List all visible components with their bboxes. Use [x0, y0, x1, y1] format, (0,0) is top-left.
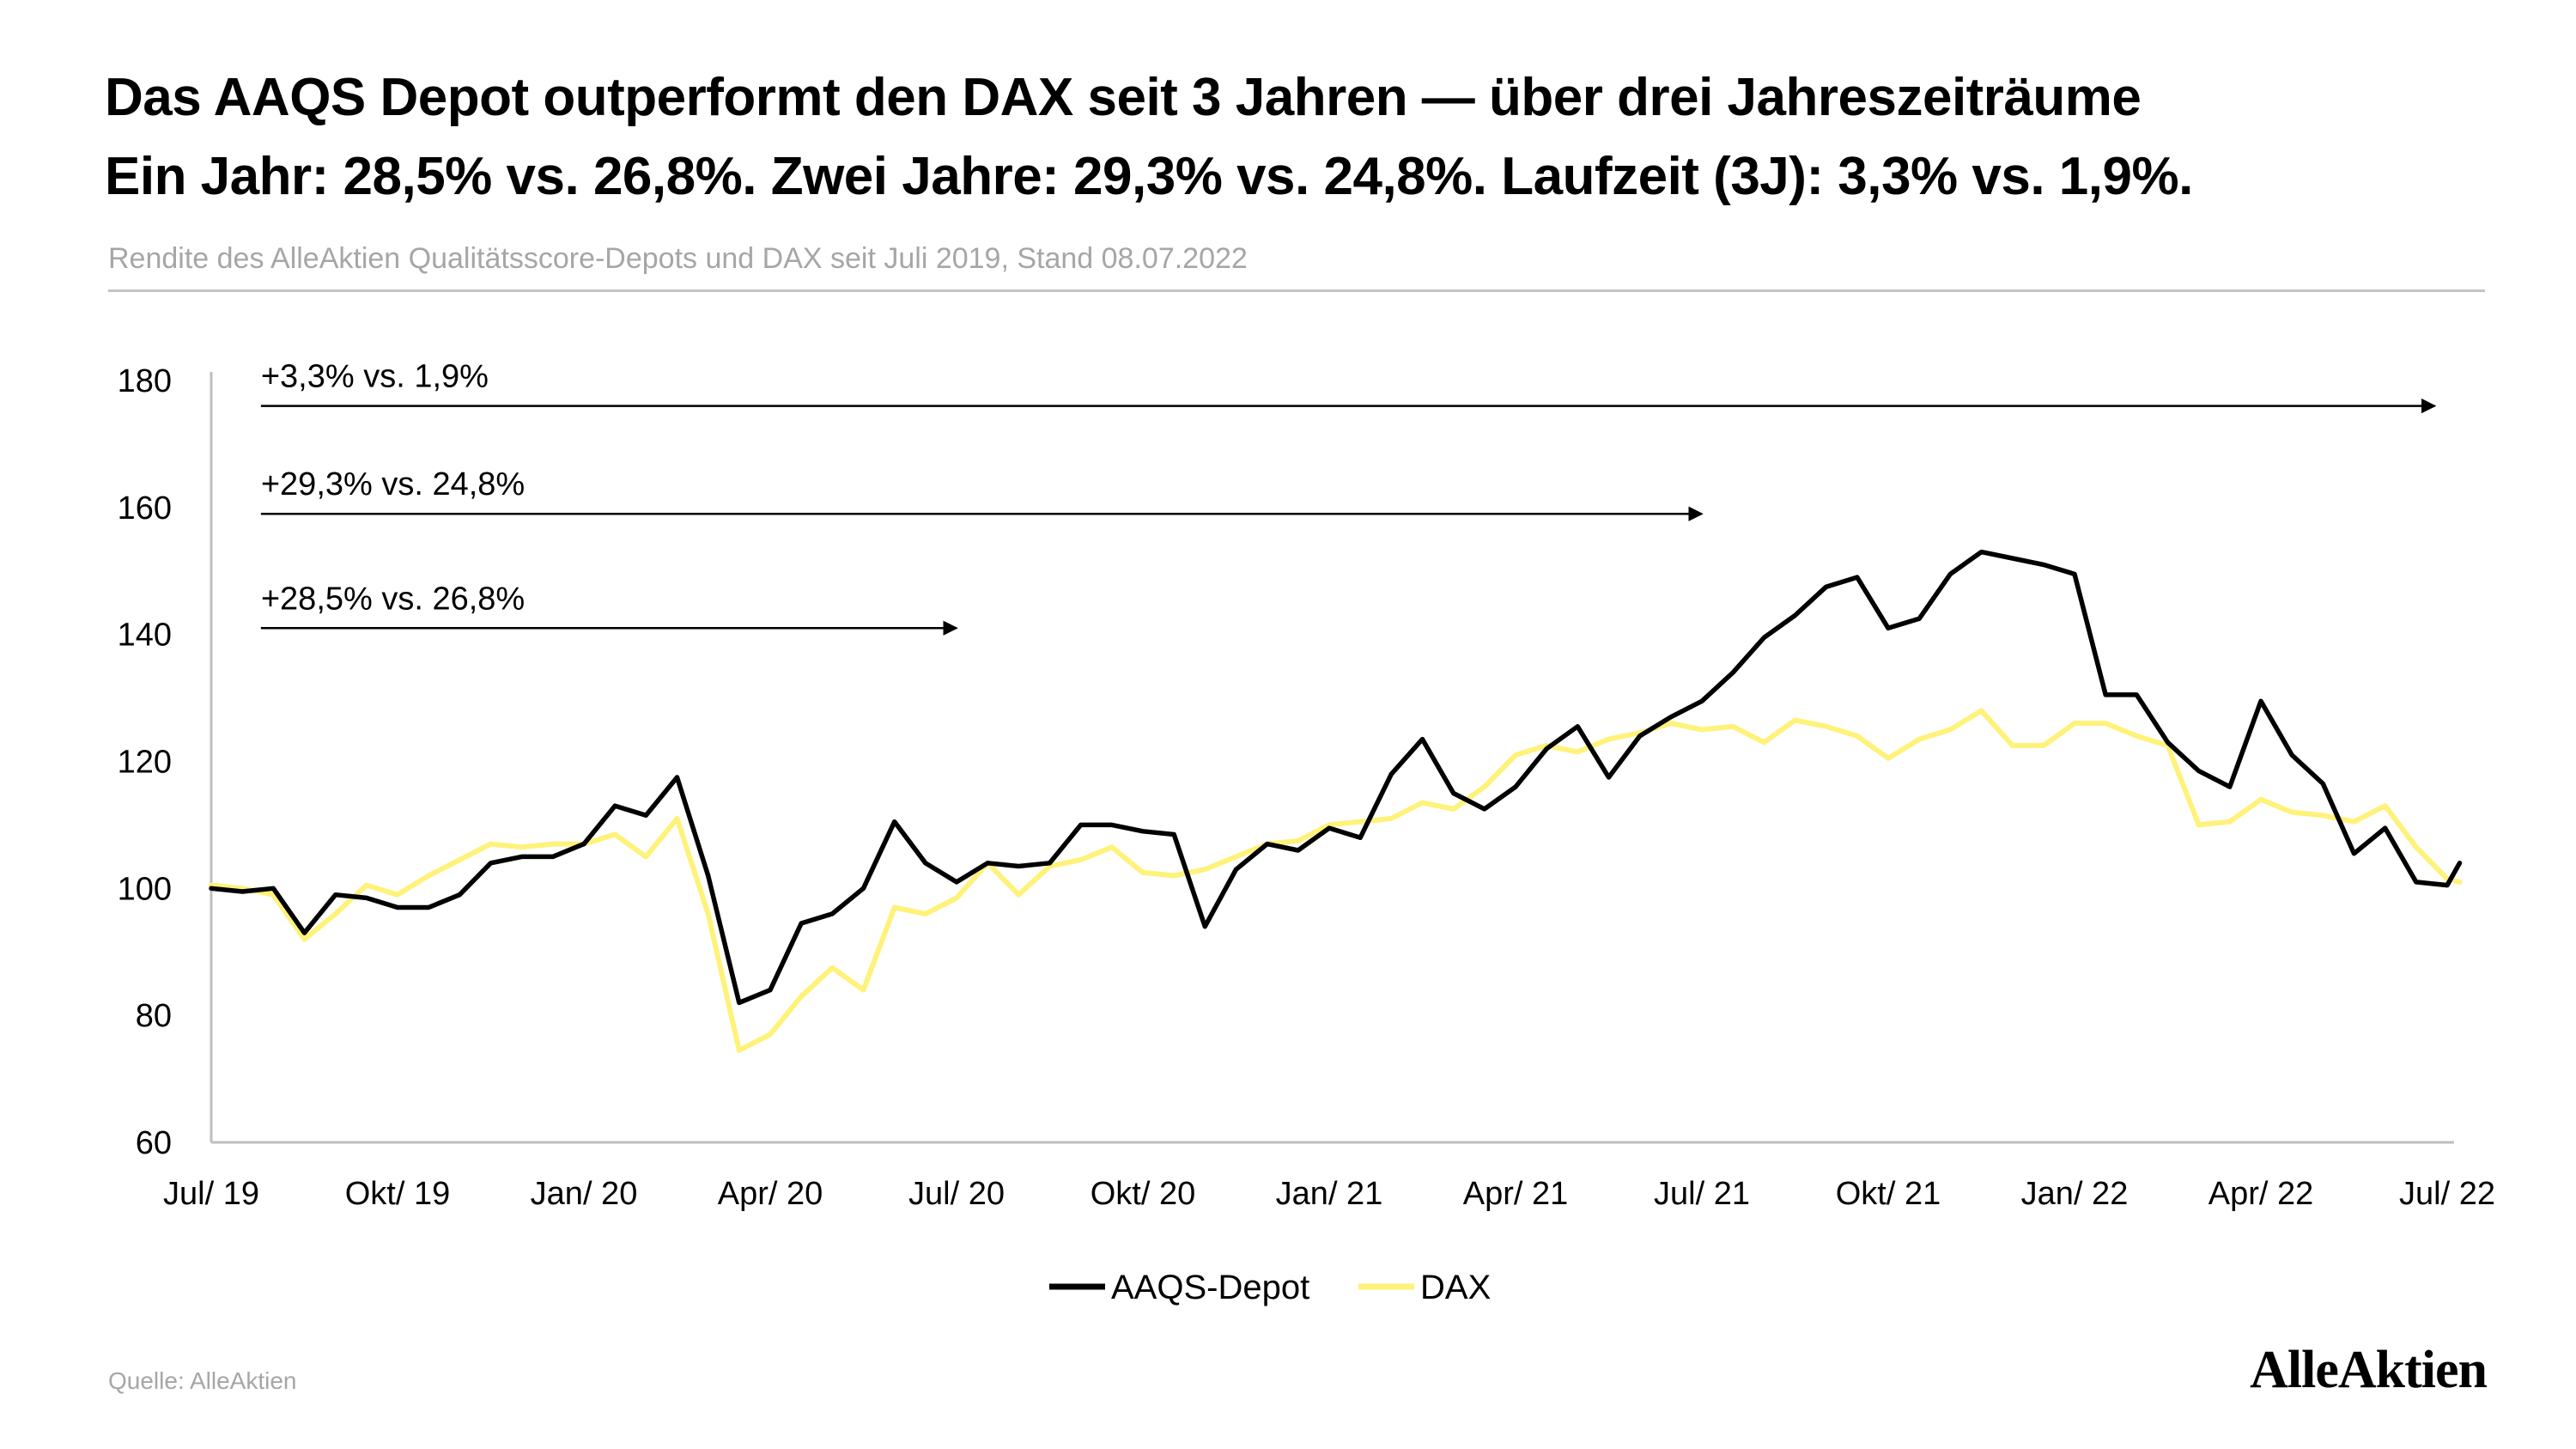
- y-tick-label: 140: [118, 618, 172, 654]
- annotation-label: +28,5% vs. 26,8%: [261, 581, 525, 617]
- chart-title: Das AAQS Depot outperformt den DAX seit …: [105, 68, 2142, 127]
- x-tick-label: Apr/ 21: [1463, 1176, 1569, 1212]
- x-tick-label: Apr/ 20: [718, 1176, 823, 1212]
- y-tick-label: 100: [118, 871, 172, 907]
- series-lines: [209, 549, 2463, 1053]
- x-tick-label: Okt/ 19: [345, 1176, 451, 1212]
- brand-logo: AlleAktien: [2250, 1341, 2488, 1399]
- x-tick-label: Jan/ 22: [2021, 1176, 2129, 1212]
- legend-label: AAQS-Depot: [1111, 1269, 1309, 1306]
- y-axis: 60 80 100 120 140 160 180: [118, 363, 213, 1161]
- x-axis: Jul/ 19 Okt/ 19 Jan/ 20 Apr/ 20 Jul/ 20 Okt/ …: [163, 1141, 2495, 1212]
- x-tick-label: Okt/ 21: [1836, 1176, 1941, 1212]
- source-note: Quelle: AlleAktien: [108, 1367, 297, 1394]
- x-tick-label: Jul/ 19: [163, 1176, 259, 1212]
- chart-subtitle: Rendite des AlleAktien Qualitätsscore-De…: [108, 242, 1248, 275]
- header-divider: [108, 289, 2485, 292]
- series-line-dax: [209, 708, 2463, 1053]
- y-tick-label: 180: [118, 363, 172, 399]
- x-tick-label: Jan/ 21: [1276, 1176, 1383, 1212]
- x-tick-label: Jul/ 22: [2399, 1176, 2495, 1212]
- period-annotations: +3,3% vs. 1,9% +29,3% vs. 24,8% +28,5% vs.…: [260, 359, 2437, 636]
- y-tick-label: 120: [118, 745, 172, 781]
- series-line-aaqs-depot: [209, 549, 2463, 1006]
- x-tick-label: Jul/ 20: [908, 1176, 1005, 1212]
- x-tick-label: Jul/ 21: [1654, 1176, 1750, 1212]
- x-tick-label: Apr/ 22: [2208, 1176, 2314, 1212]
- y-tick-label: 80: [136, 998, 172, 1034]
- x-tick-label: Jan/ 20: [531, 1176, 638, 1212]
- x-tick-label: Okt/ 20: [1091, 1176, 1196, 1212]
- line-chart: 60 80 100 120 140 160 180 Jul/ 19 Okt/ 19 Jan/ 2…: [118, 359, 2495, 1306]
- legend-label: DAX: [1420, 1269, 1491, 1306]
- annotation-label: +3,3% vs. 1,9%: [261, 359, 489, 395]
- annotation-label: +29,3% vs. 24,8%: [261, 466, 525, 502]
- y-tick-label: 160: [118, 490, 172, 527]
- legend: AAQS-Depot DAX: [1049, 1269, 1491, 1306]
- y-tick-label: 60: [136, 1125, 172, 1161]
- chart-title-line2: Ein Jahr: 28,5% vs. 26,8%. Zwei Jahre: 2…: [105, 147, 2193, 206]
